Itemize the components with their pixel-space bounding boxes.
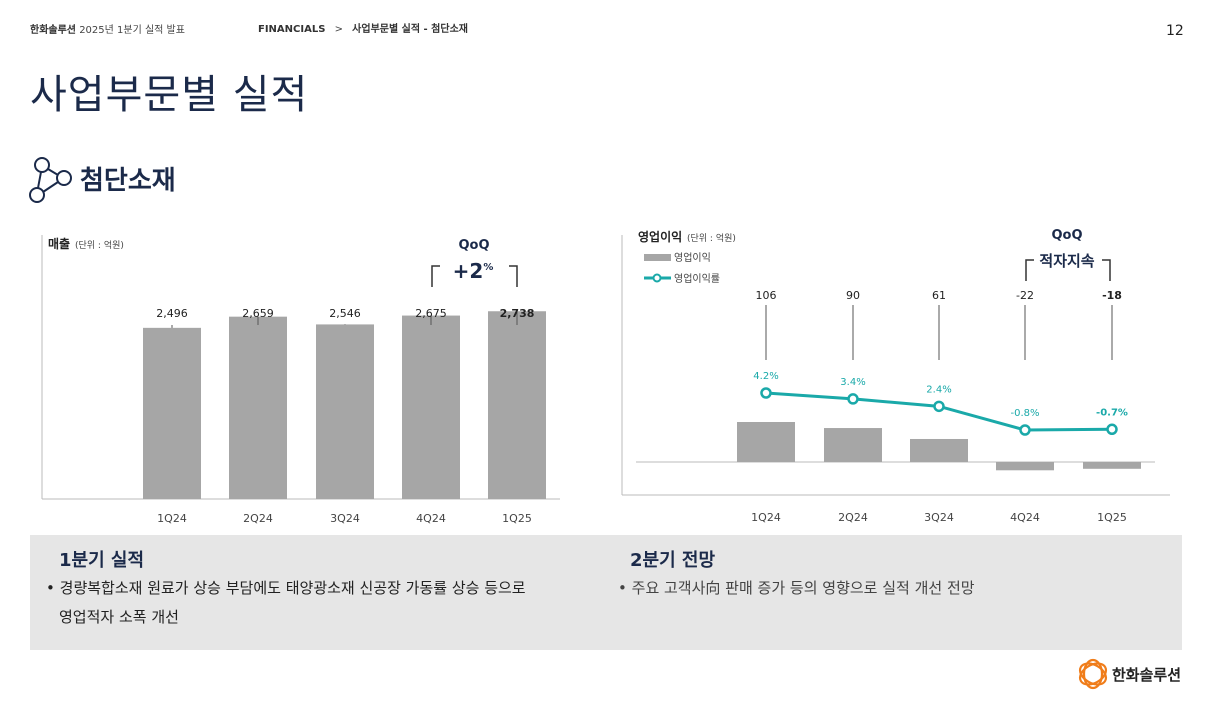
revenue-data-label: 2,659: [242, 307, 274, 320]
bullet: •: [46, 579, 55, 597]
revenue-x-tick-label: 1Q25: [502, 512, 532, 525]
op-qoq-bracket-right: [1102, 259, 1111, 281]
op-bar: [737, 422, 795, 462]
op-margin-label: -0.8%: [1010, 408, 1039, 419]
op-data-label: 90: [846, 289, 860, 302]
q1-summary-line1: • 경량복합소재 원료가 상승 부담에도 태양광소재 신공장 가동률 상승 등으…: [46, 574, 526, 602]
q1-summary-title: 1분기 실적: [59, 550, 145, 571]
bullet: •: [618, 579, 627, 597]
op-x-tick-label: 4Q24: [1010, 511, 1040, 524]
report-title: 2025년 1분기 실적 발표: [79, 25, 185, 36]
revenue-x-tick-label: 4Q24: [416, 512, 446, 525]
op-bar: [824, 428, 882, 462]
revenue-qoq-value: +2%: [453, 259, 494, 283]
op-margin-label: 2.4%: [926, 384, 951, 395]
revenue-bar: [316, 324, 374, 499]
op-margin-point: [1106, 423, 1118, 436]
operating-profit-chart: 영업이익 (단위 : 억원) 영업이익 영업이익률 QoQ 적자지속 106 1Q…: [621, 228, 1170, 524]
revenue-chart-title: 매출: [48, 236, 70, 251]
q2-summary-title: 2분기 전망: [630, 550, 716, 571]
op-data-label: 61: [932, 289, 946, 302]
legend-bar-swatch: [644, 254, 671, 261]
revenue-qoq-bracket-right: [509, 265, 518, 287]
revenue-x-tick-label: 3Q24: [330, 512, 360, 525]
revenue-chart-unit: (단위 : 억원): [75, 239, 124, 251]
legend-line-label: 영업이익률: [674, 272, 720, 285]
hanwha-logo-icon: [1076, 657, 1110, 691]
op-x-tick-label: 2Q24: [838, 511, 868, 524]
op-bar: [910, 438, 968, 462]
revenue-qoq-unit: %: [483, 262, 493, 273]
molecule-icon: [28, 155, 76, 205]
breadcrumb-section: FINANCIALS: [258, 24, 326, 35]
q1-summary-line2: 영업적자 소폭 개선: [59, 608, 179, 626]
revenue-chart: 매출 (단위 : 억원) QoQ +2% 2,496 1Q24 2,659 2Q24 2…: [41, 235, 560, 525]
revenue-data-label: 2,738: [500, 307, 535, 320]
revenue-bar: [488, 311, 546, 499]
op-qoq-bracket-left: [1025, 259, 1034, 281]
page-title: 사업부문별 실적: [30, 72, 309, 118]
op-x-tick-label: 1Q25: [1097, 511, 1127, 524]
op-margin-label: 4.2%: [753, 371, 778, 382]
revenue-data-label: 2,496: [156, 307, 188, 320]
breadcrumb: FINANCIALS > 사업부문별 실적 - 첨단소재: [258, 20, 468, 35]
legend-line-marker: [652, 273, 662, 283]
footer-logo-text: 한화솔루션: [1112, 666, 1182, 684]
op-bar: [1083, 462, 1141, 469]
revenue-bar: [229, 316, 287, 499]
page-number: 12: [1166, 23, 1184, 39]
revenue-qoq-bracket-left: [431, 265, 440, 287]
op-bar: [996, 462, 1054, 471]
company-name: 한화솔루션: [30, 25, 76, 36]
op-margin-label: 3.4%: [840, 377, 865, 388]
op-data-label: 106: [756, 289, 777, 302]
section-title: 첨단소재: [80, 166, 176, 196]
op-x-tick-label: 1Q24: [751, 511, 781, 524]
q1-summary-text1: 경량복합소재 원료가 상승 부담에도 태양광소재 신공장 가동률 상승 등으로: [59, 579, 526, 597]
q2-summary-line1: • 주요 고객사向 판매 증가 등의 영향으로 실적 개선 전망: [618, 574, 975, 602]
revenue-bar: [402, 315, 460, 499]
report-header: 한화솔루션 2025년 1분기 실적 발표: [30, 21, 185, 36]
legend-bar-label: 영업이익: [674, 251, 711, 264]
op-margin-point: [933, 400, 945, 413]
op-x-tick-label: 3Q24: [924, 511, 954, 524]
summary-box: [30, 535, 1182, 650]
op-qoq-label: QoQ: [1051, 228, 1082, 243]
revenue-x-tick-label: 2Q24: [243, 512, 273, 525]
revenue-data-label: 2,675: [415, 307, 447, 320]
revenue-data-label: 2,546: [329, 307, 361, 320]
op-margin-point: [760, 387, 772, 399]
op-margin-point: [1019, 424, 1031, 436]
q2-summary-text1: 주요 고객사向 판매 증가 등의 영향으로 실적 개선 전망: [631, 579, 975, 597]
op-margin-label: -0.7%: [1096, 407, 1128, 418]
revenue-qoq-label: QoQ: [458, 238, 489, 253]
breadcrumb-page: 사업부문별 실적 - 첨단소재: [352, 24, 468, 35]
revenue-x-tick-label: 1Q24: [157, 512, 187, 525]
op-chart-unit: (단위 : 억원): [687, 232, 736, 244]
op-data-label: -18: [1102, 289, 1122, 302]
op-chart-title: 영업이익: [638, 229, 682, 244]
op-qoq-value: 적자지속: [1039, 252, 1094, 270]
op-data-label: -22: [1016, 289, 1034, 302]
revenue-qoq-number: +2: [453, 259, 484, 283]
revenue-bar: [143, 327, 201, 499]
breadcrumb-separator: >: [334, 24, 343, 35]
op-margin-point: [847, 393, 859, 405]
